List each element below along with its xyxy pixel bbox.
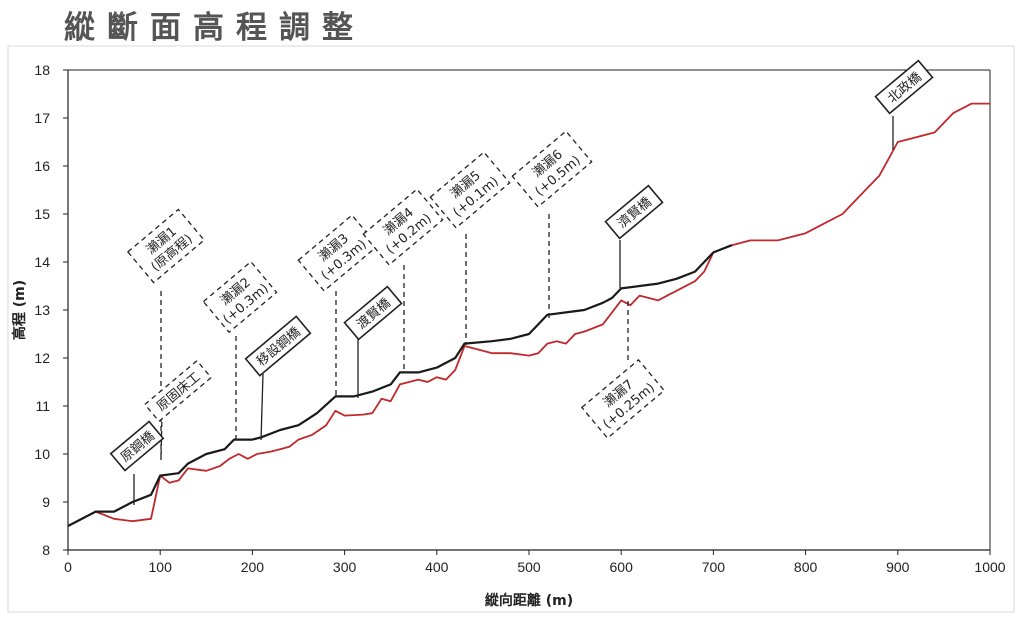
annotation-box-frame: [143, 359, 213, 423]
x-axis-title: 縱向距離 (m): [485, 592, 573, 609]
annotation-box-frame: [109, 420, 165, 472]
annotation-box-frame: [126, 208, 206, 284]
plot-frame-group: [7, 45, 1015, 613]
y-tick-label: 16: [34, 158, 50, 174]
page-title: 縱斷面高程調整: [64, 10, 365, 46]
y-tick-label: 10: [34, 446, 50, 462]
x-tick-label: 500: [517, 559, 541, 575]
annotation-leader-line: [160, 412, 163, 461]
annotation-box-frame: [874, 59, 934, 115]
y-tick-label: 9: [42, 494, 50, 510]
chart-border: [7, 45, 1015, 613]
annotation-box: 瀨漏5(+0.1m): [429, 151, 511, 229]
annotation-box: 原固床工: [143, 359, 213, 423]
x-tick-label: 200: [241, 559, 265, 575]
y-tick-label: 14: [34, 254, 50, 270]
x-tick-label: 0: [64, 559, 72, 575]
annotation-box-frame: [244, 315, 312, 377]
y-axis-title: 高程 (m): [11, 280, 28, 340]
annotation-bridge4: 濟賢橋: [604, 184, 664, 288]
series-layer: [67, 102, 990, 527]
annotation-box-frame: [580, 358, 666, 440]
annotation-box-frame: [343, 285, 403, 341]
annotation-weir7: 瀨漏7(+0.25m): [580, 297, 666, 440]
series-line-1: [67, 102, 990, 527]
annotation-box: 瀨漏3(+0.3m): [297, 214, 379, 292]
annotation-box: 北政橋: [874, 59, 934, 115]
series-line-2: [67, 244, 733, 527]
annotation-box: 濟賢橋: [604, 184, 664, 240]
x-axis-ticks: 0 100 200 300 400 500 600 700 800 900 1000: [64, 550, 1006, 575]
annotation-box-frame: [511, 130, 593, 208]
annotation-weir6: 瀨漏6(+0.5m): [511, 130, 593, 318]
annotation-box: 原鋼橋: [109, 420, 165, 472]
annotation-weir4: 瀨漏4(+0.2m): [362, 188, 444, 372]
y-tick-label: 17: [34, 110, 50, 126]
annotation-box: 瀨漏2(+0.3m): [202, 260, 278, 334]
annotation-weir1: 瀨漏1(原高程): [126, 208, 206, 460]
annotation-layer: 瀨漏1(原高程)瀨漏2(+0.3m)瀨漏3(+0.3m)瀨漏4(+0.2m)瀨漏…: [109, 59, 934, 505]
y-tick-label: 12: [34, 350, 50, 366]
annotation-box: 瀨漏6(+0.5m): [511, 130, 593, 208]
x-tick-label: 900: [886, 559, 910, 575]
x-tick-label: 800: [794, 559, 818, 575]
annotation-box-frame: [202, 260, 278, 334]
annotation-box: 瀨漏1(原高程): [126, 208, 206, 284]
y-tick-label: 15: [34, 206, 50, 222]
annotation-bridge5: 北政橋: [874, 59, 934, 150]
x-tick-label: 400: [425, 559, 449, 575]
y-tick-label: 8: [42, 542, 50, 558]
annotation-weir5: 瀨漏5(+0.1m): [429, 151, 511, 345]
x-tick-label: 100: [149, 559, 173, 575]
annotation-box: 瀨漏7(+0.25m): [580, 358, 666, 440]
annotation-box: 瀨漏4(+0.2m): [362, 188, 444, 266]
annotation-bridge1: 原鋼橋: [109, 420, 165, 505]
y-axis-ticks: 8 9 10 11 12 13 14 15 16 17 18: [34, 62, 68, 558]
x-tick-label: 700: [702, 559, 726, 575]
annotation-box: 渡賢橋: [343, 285, 403, 341]
y-tick-label: 18: [34, 62, 50, 78]
annotation-leader-line: [260, 373, 264, 441]
annotation-box-frame: [604, 184, 664, 240]
y-tick-label: 11: [35, 398, 50, 414]
annotation-bridge2: 移設鋼橋: [244, 315, 312, 441]
y-tick-label: 13: [34, 302, 50, 318]
x-tick-label: 600: [610, 559, 634, 575]
annotation-box: 移設鋼橋: [244, 315, 312, 377]
x-tick-label: 1000: [974, 559, 1005, 575]
x-tick-label: 300: [333, 559, 357, 575]
